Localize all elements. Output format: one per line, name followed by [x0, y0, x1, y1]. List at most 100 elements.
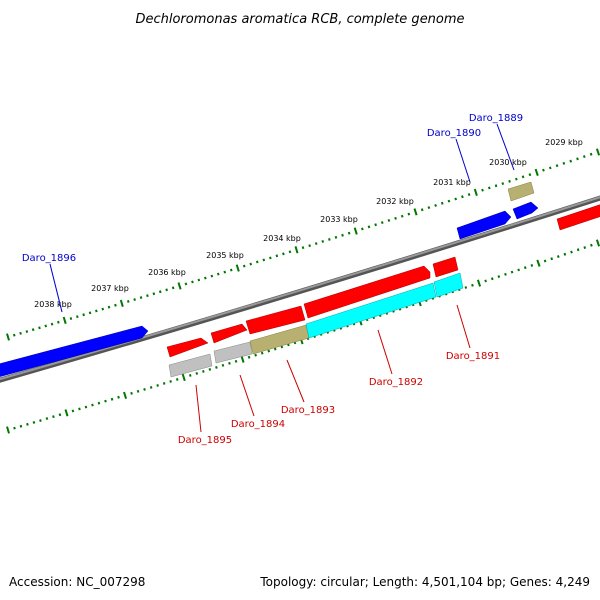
minor-tick-mark: [69, 317, 73, 320]
minor-tick-mark: [374, 223, 377, 227]
minor-tick-mark: [275, 254, 279, 258]
minor-tick-mark: [221, 363, 225, 367]
major-tick-mark: [6, 333, 10, 341]
minor-tick-mark: [510, 270, 514, 274]
minor-tick-mark: [570, 250, 573, 254]
genome-backbone: [0, 195, 600, 383]
minor-tick-mark: [504, 272, 507, 276]
gene-label-group: Daro_1889 Daro_1890 Daro_1896 Daro_1891 Daro…: [22, 113, 523, 446]
gene-daro-1889[interactable]: [512, 201, 539, 220]
tick-label: 2034 kbp: [263, 234, 301, 243]
minor-tick-mark: [282, 252, 285, 256]
minor-tick-mark: [104, 399, 107, 403]
minor-tick-mark: [334, 235, 338, 239]
minor-tick-mark: [13, 426, 16, 430]
gene-daro-1891[interactable]: [432, 256, 459, 278]
minor-tick-mark: [367, 225, 371, 229]
gene-daro-1895[interactable]: [166, 337, 209, 358]
reverse-gene-label[interactable]: Daro_1894: [231, 419, 285, 430]
minor-tick-mark: [484, 279, 487, 283]
gene-olive-forward[interactable]: [507, 181, 535, 202]
minor-tick-mark: [136, 389, 140, 393]
gene-daro-1893[interactable]: [245, 305, 306, 335]
minor-tick-mark: [273, 347, 277, 351]
minor-tick-mark: [58, 413, 62, 417]
minor-tick-mark: [471, 283, 474, 287]
major-tick-mark: [595, 239, 600, 247]
minor-tick-mark: [101, 307, 105, 311]
forward-gene-label[interactable]: Daro_1896: [22, 253, 76, 264]
minor-tick-mark: [12, 333, 16, 337]
minor-tick-mark: [454, 197, 458, 201]
major-tick-mark: [476, 279, 482, 287]
forward-gene-label[interactable]: Daro_1890: [427, 128, 481, 139]
minor-tick-mark: [91, 403, 94, 407]
forward-gene-label[interactable]: Daro_1889: [469, 113, 523, 124]
accession-text: Accession: NC_007298: [9, 575, 145, 589]
minor-tick-mark: [280, 345, 284, 349]
minor-tick-mark: [139, 296, 143, 299]
tick-labels: 2029 kbp 2030 kbp 2031 kbp 2032 kbp 2033 kbp…: [34, 138, 583, 309]
minor-tick-mark: [583, 246, 587, 249]
minor-tick-mark: [308, 244, 311, 248]
reverse-gene-label[interactable]: Daro_1895: [178, 435, 232, 446]
reverse-gene-label[interactable]: Daro_1891: [446, 351, 500, 362]
minor-tick-mark: [25, 330, 29, 333]
minor-tick-mark: [420, 208, 424, 212]
minor-tick-mark: [117, 395, 120, 399]
minor-tick-mark: [216, 272, 220, 276]
minor-tick-mark: [288, 250, 292, 254]
minor-tick-mark: [461, 195, 464, 199]
tick-label: 2032 kbp: [376, 197, 414, 206]
minor-tick-mark: [490, 277, 494, 281]
major-tick-mark: [181, 373, 186, 382]
minor-tick-mark: [400, 214, 404, 218]
reverse-gene-leader-line: [286, 359, 305, 403]
genome-summary-text: Topology: circular; Length: 4,501,104 bp…: [259, 575, 590, 589]
tick-label: 2036 kbp: [148, 268, 186, 277]
tick-label: 2033 kbp: [320, 215, 358, 224]
major-tick-mark: [240, 355, 245, 363]
feature-cyan-2: [433, 272, 464, 298]
minor-tick-mark: [152, 292, 156, 296]
feature-cyan-1: [305, 282, 437, 339]
minor-tick-mark: [494, 184, 498, 188]
gene-daro-1896[interactable]: [0, 325, 149, 378]
reverse-gene-leader-line: [377, 329, 393, 375]
reverse-gene-label[interactable]: Daro_1893: [281, 405, 335, 416]
gene-daro-1892[interactable]: [303, 265, 431, 319]
minor-tick-mark: [204, 276, 207, 280]
minor-tick-mark: [82, 313, 85, 317]
minor-tick-mark: [88, 311, 92, 315]
minor-tick-mark: [76, 315, 79, 319]
minor-tick-mark: [229, 268, 233, 272]
reverse-strand-genes: [166, 256, 459, 358]
reverse-feature-blocks: [168, 272, 464, 378]
major-tick-mark: [536, 259, 541, 267]
major-tick-mark: [353, 227, 358, 235]
gene-red-forward-edge[interactable]: [556, 204, 600, 231]
major-tick-mark: [235, 264, 240, 272]
gene-daro-1890[interactable]: [456, 210, 512, 240]
minor-tick-mark: [380, 221, 384, 224]
minor-tick-mark: [126, 300, 130, 303]
minor-tick-mark: [447, 199, 451, 203]
minor-tick-mark: [19, 331, 22, 335]
gene-daro-1894[interactable]: [210, 323, 248, 344]
minor-tick-mark: [162, 382, 166, 385]
minor-tick-mark: [38, 326, 41, 330]
minor-tick-mark: [543, 259, 547, 263]
reverse-gene-label[interactable]: Daro_1892: [369, 377, 423, 388]
major-tick-mark: [64, 409, 69, 417]
minor-tick-mark: [576, 157, 579, 161]
minor-tick-mark: [254, 353, 257, 357]
minor-tick-mark: [407, 212, 411, 216]
minor-tick-mark: [247, 355, 251, 359]
minor-tick-mark: [260, 351, 264, 355]
minor-tick-mark: [590, 243, 593, 247]
minor-tick-mark: [563, 252, 567, 256]
minor-tick-mark: [341, 233, 344, 237]
minor-tick-mark: [589, 152, 593, 156]
minor-tick-mark: [228, 361, 231, 365]
reverse-gene-leader-line: [239, 374, 255, 417]
